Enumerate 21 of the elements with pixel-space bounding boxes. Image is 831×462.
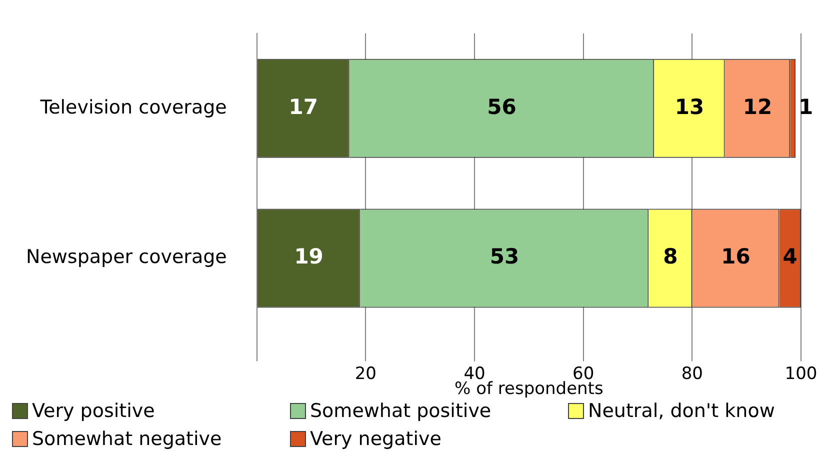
- data-label: 16: [721, 244, 750, 269]
- data-label: 53: [490, 244, 520, 269]
- data-label: 8: [663, 244, 678, 269]
- x-tick-label: 80: [681, 364, 703, 384]
- data-label: 19: [294, 244, 324, 269]
- data-label: 13: [674, 94, 704, 119]
- data-label: 1: [798, 94, 814, 119]
- legend-label: Somewhat negative: [32, 428, 222, 450]
- data-label: 17: [288, 94, 318, 119]
- y-tick-label: Newspaper coverage: [26, 246, 227, 268]
- y-tick-label: Television coverage: [39, 96, 227, 118]
- legend-label: Very positive: [32, 400, 155, 422]
- data-label: 12: [742, 94, 772, 119]
- legend-label: Somewhat positive: [310, 400, 492, 422]
- x-tick-label: 100: [784, 364, 818, 384]
- legend-label: Neutral, don't know: [588, 400, 775, 422]
- x-tick-label: 20: [354, 364, 377, 384]
- data-label: 4: [782, 244, 798, 269]
- data-label: 56: [487, 94, 516, 119]
- legend-label: Very negative: [310, 428, 442, 450]
- x-axis-title: % of respondents: [454, 379, 604, 400]
